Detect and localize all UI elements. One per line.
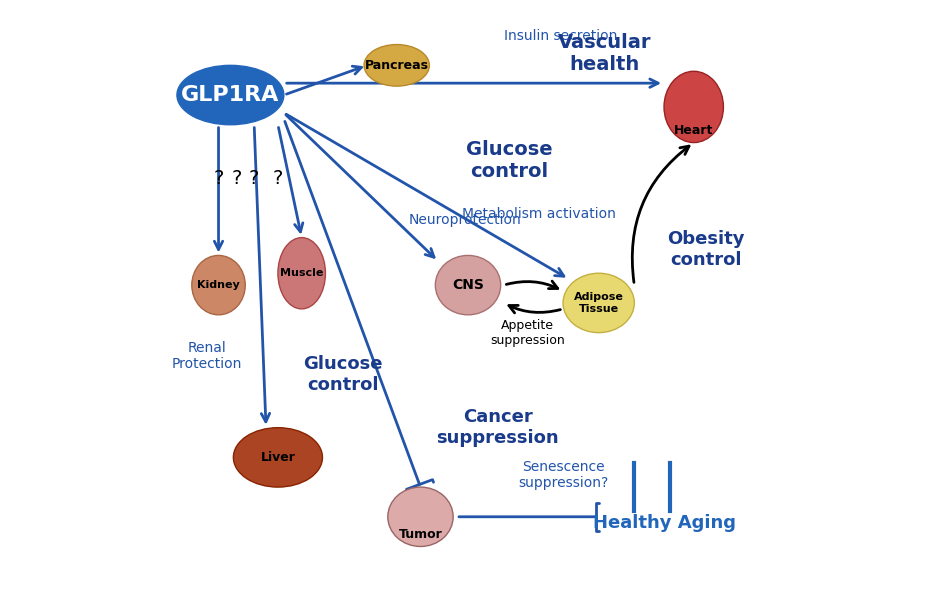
Ellipse shape: [563, 273, 635, 333]
Text: Glucose
control: Glucose control: [303, 355, 383, 394]
Text: Renal
Protection: Renal Protection: [171, 342, 241, 371]
Text: Kidney: Kidney: [197, 280, 240, 290]
Text: Pancreas: Pancreas: [365, 59, 429, 72]
Text: Obesity
control: Obesity control: [666, 230, 744, 269]
Text: CNS: CNS: [452, 278, 484, 292]
Text: Metabolism activation: Metabolism activation: [462, 207, 616, 221]
Ellipse shape: [177, 65, 284, 125]
Text: Tumor: Tumor: [399, 528, 443, 541]
Ellipse shape: [364, 45, 430, 86]
Text: ?: ?: [213, 169, 224, 188]
Ellipse shape: [192, 255, 245, 315]
Text: Healthy Aging: Healthy Aging: [592, 514, 736, 532]
Text: GLP1RA: GLP1RA: [182, 85, 280, 105]
Text: ?: ?: [272, 169, 283, 188]
Text: Muscle: Muscle: [280, 268, 323, 278]
Ellipse shape: [278, 238, 326, 309]
Text: Heart: Heart: [674, 124, 713, 137]
Text: Liver: Liver: [260, 451, 296, 464]
Text: Senescence
suppression?: Senescence suppression?: [518, 460, 608, 490]
Text: ?: ?: [249, 169, 259, 188]
Text: Cancer
suppression: Cancer suppression: [436, 408, 559, 447]
Ellipse shape: [664, 71, 724, 143]
Text: Adipose
Tissue: Adipose Tissue: [574, 292, 623, 314]
Text: Appetite
suppression: Appetite suppression: [490, 318, 564, 347]
Text: Vascular
health: Vascular health: [558, 33, 651, 74]
Ellipse shape: [233, 428, 323, 487]
Text: Insulin secretion: Insulin secretion: [504, 29, 617, 43]
Text: Neuroprotection: Neuroprotection: [409, 213, 521, 227]
Ellipse shape: [435, 255, 501, 315]
Text: Glucose
control: Glucose control: [466, 140, 553, 181]
Text: ?: ?: [231, 169, 241, 188]
Ellipse shape: [388, 487, 453, 546]
